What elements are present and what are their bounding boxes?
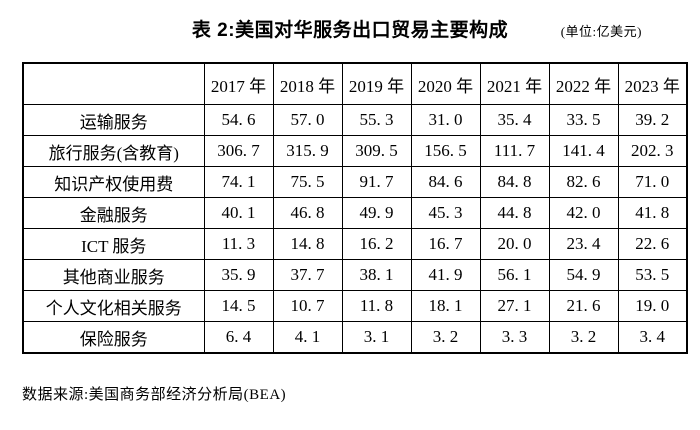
table-row-ict: ICT 服务 11. 3 14. 8 16. 2 16. 7 20. 0 23.… [22,228,688,260]
value-cell: 56. 1 [479,259,550,291]
value-cell: 41. 8 [617,197,688,229]
table-row-insurance: 保险服务 6. 4 4. 1 3. 1 3. 2 3. 3 3. 2 3. 4 [22,321,688,354]
value-cell: 11. 8 [341,290,412,322]
row-label-cell: 个人文化相关服务 [22,290,205,322]
year-header-2018: 2018 年 [272,62,343,105]
value-cell: 21. 6 [548,290,619,322]
value-cell: 91. 7 [341,166,412,198]
value-cell: 38. 1 [341,259,412,291]
table-row-other-business: 其他商业服务 35. 9 37. 7 38. 1 41. 9 56. 1 54.… [22,259,688,291]
value-cell: 35. 9 [203,259,274,291]
value-cell: 16. 7 [410,228,481,260]
value-cell: 14. 8 [272,228,343,260]
year-header-2021: 2021 年 [479,62,550,105]
value-cell: 46. 8 [272,197,343,229]
value-cell: 44. 8 [479,197,550,229]
value-cell: 20. 0 [479,228,550,260]
value-cell: 309. 5 [341,135,412,167]
value-cell: 39. 2 [617,104,688,136]
value-cell: 306. 7 [203,135,274,167]
services-export-table: 2017 年 2018 年 2019 年 2020 年 2021 年 2022 … [22,62,688,354]
value-cell: 4. 1 [272,321,343,354]
year-header-2019: 2019 年 [341,62,412,105]
title-row: 表 2:美国对华服务出口贸易主要构成 (单位:亿美元) [0,0,700,41]
value-cell: 55. 3 [341,104,412,136]
value-cell: 19. 0 [617,290,688,322]
page-title: 表 2:美国对华服务出口贸易主要构成 [191,20,509,41]
year-header-2022: 2022 年 [548,62,619,105]
value-cell: 45. 3 [410,197,481,229]
value-cell: 3. 2 [410,321,481,354]
value-cell: 49. 9 [341,197,412,229]
value-cell: 37. 7 [272,259,343,291]
value-cell: 54. 9 [548,259,619,291]
value-cell: 71. 0 [617,166,688,198]
value-cell: 22. 6 [617,228,688,260]
value-cell: 84. 6 [410,166,481,198]
value-cell: 84. 8 [479,166,550,198]
value-cell: 10. 7 [272,290,343,322]
value-cell: 315. 9 [272,135,343,167]
corner-cell [22,62,205,105]
value-cell: 53. 5 [617,259,688,291]
value-cell: 202. 3 [617,135,688,167]
value-cell: 42. 0 [548,197,619,229]
value-cell: 6. 4 [203,321,274,354]
source-note: 数据来源:美国商务部经济分析局(BEA) [22,387,287,403]
table-row-transport: 运输服务 54. 6 57. 0 55. 3 31. 0 35. 4 33. 5… [22,104,688,136]
row-label-cell: 知识产权使用费 [22,166,205,198]
table-row-travel: 旅行服务(含教育) 306. 7 315. 9 309. 5 156. 5 11… [22,135,688,167]
table-header-row: 2017 年 2018 年 2019 年 2020 年 2021 年 2022 … [22,62,688,105]
value-cell: 35. 4 [479,104,550,136]
row-label-cell: 旅行服务(含教育) [22,135,205,167]
value-cell: 82. 6 [548,166,619,198]
value-cell: 54. 6 [203,104,274,136]
value-cell: 74. 1 [203,166,274,198]
value-cell: 16. 2 [341,228,412,260]
table-row-personal-cultural: 个人文化相关服务 14. 5 10. 7 11. 8 18. 1 27. 1 2… [22,290,688,322]
value-cell: 40. 1 [203,197,274,229]
value-cell: 11. 3 [203,228,274,260]
value-cell: 3. 3 [479,321,550,354]
value-cell: 27. 1 [479,290,550,322]
value-cell: 75. 5 [272,166,343,198]
value-cell: 23. 4 [548,228,619,260]
value-cell: 18. 1 [410,290,481,322]
row-label-cell: 其他商业服务 [22,259,205,291]
year-header-2020: 2020 年 [410,62,481,105]
value-cell: 156. 5 [410,135,481,167]
value-cell: 31. 0 [410,104,481,136]
value-cell: 141. 4 [548,135,619,167]
value-cell: 41. 9 [410,259,481,291]
table-row-financial: 金融服务 40. 1 46. 8 49. 9 45. 3 44. 8 42. 0… [22,197,688,229]
year-header-2017: 2017 年 [203,62,274,105]
value-cell: 3. 4 [617,321,688,354]
row-label-cell: ICT 服务 [22,228,205,260]
year-header-2023: 2023 年 [617,62,688,105]
value-cell: 14. 5 [203,290,274,322]
value-cell: 33. 5 [548,104,619,136]
table-row-ip-royalties: 知识产权使用费 74. 1 75. 5 91. 7 84. 6 84. 8 82… [22,166,688,198]
row-label-cell: 保险服务 [22,321,205,354]
value-cell: 57. 0 [272,104,343,136]
row-label-cell: 金融服务 [22,197,205,229]
value-cell: 3. 1 [341,321,412,354]
row-label-cell: 运输服务 [22,104,205,136]
unit-label: (单位:亿美元) [560,24,642,39]
value-cell: 3. 2 [548,321,619,354]
value-cell: 111. 7 [479,135,550,167]
